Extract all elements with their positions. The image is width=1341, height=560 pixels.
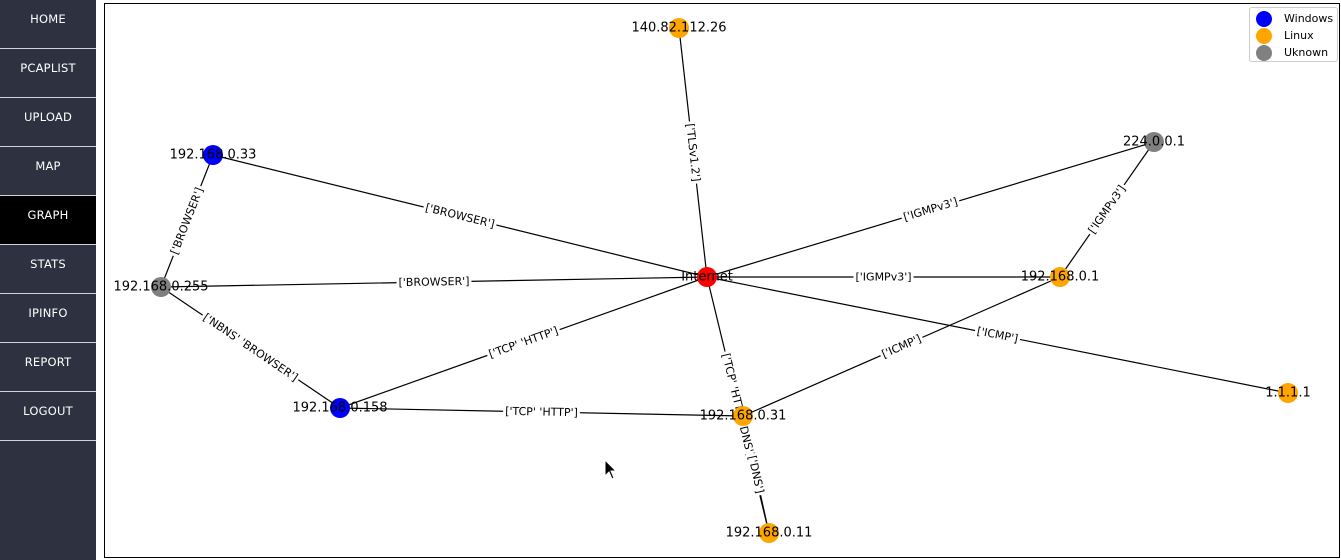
edge-label-background [421, 199, 499, 233]
edge-label-text: ['TCP' 'HTTP'] [487, 324, 560, 361]
nav-item-report[interactable]: REPORT [0, 343, 96, 392]
graph-node [759, 523, 779, 543]
nav-item-pcaplist[interactable]: PCAPLIST [0, 49, 96, 98]
edge-label-text: ['BROWSER'] [398, 275, 469, 289]
legend-marker-icon [1256, 11, 1272, 27]
edge-label: ['DNS'] [744, 452, 768, 497]
edge-label-background [717, 349, 759, 461]
nav-item-logout[interactable]: LOGOUT [0, 392, 96, 441]
nav-item-ipinfo[interactable]: IPINFO [0, 294, 96, 343]
node-label: 224.0.0.1 [1123, 135, 1185, 150]
edge-label-text: ['IGMPv3'] [855, 271, 911, 284]
edge-label-text: ['IGMPv3'] [1086, 183, 1129, 236]
graph-node [1144, 132, 1164, 152]
network-graph: ['TLSv1.2'] ['BROWSER'] ['BROWSER'] ['BROWS… [113, 18, 1311, 543]
graph-node [1050, 267, 1070, 287]
legend-marker-icon [1256, 45, 1272, 61]
graph-node [1278, 383, 1298, 403]
node-label: 192.168.0.33 [170, 148, 257, 163]
edge-label-text: ['TCP' 'HTTP'] [505, 405, 578, 419]
graph-node [669, 18, 689, 38]
edge-label-background [899, 193, 962, 226]
edge-label-background [973, 323, 1022, 347]
nav-item-graph[interactable]: GRAPH [0, 196, 96, 245]
edge-labels-layer: ['TLSv1.2'] ['BROWSER'] ['BROWSER'] ['BROWS… [166, 120, 1131, 497]
edge-label-text: ['BROWSER'] [424, 201, 496, 231]
edge-label: ['ICMP'] [973, 323, 1022, 347]
sidebar-nav: HOME PCAPLIST UPLOAD MAP GRAPH STATS IPINFO REP… [0, 0, 96, 560]
nav-item-home[interactable]: HOME [0, 0, 96, 49]
edge-label: ['IGMPv3'] [1083, 180, 1131, 239]
graph-legend: Windows Linux Uknown [1249, 7, 1338, 62]
nav-item-stats[interactable]: STATS [0, 245, 96, 294]
node-labels-layer: Internet 140.82.112.26 192.168.0.33 224.0.0… [113, 21, 1310, 541]
edge-label: ['BROWSER'] [166, 183, 208, 259]
edge-label-background [744, 452, 768, 497]
graph-node [733, 406, 753, 426]
mouse-cursor-icon [604, 459, 618, 480]
nav-item-upload[interactable]: UPLOAD [0, 98, 96, 147]
edge-label: ['ICMP'] [877, 330, 926, 363]
edge-label-background [1083, 180, 1131, 239]
edge-label-background [396, 273, 472, 291]
edge-label: ['BROWSER'] [396, 273, 472, 291]
edge-label-background [682, 120, 704, 185]
node-label: 1.1.1.1 [1265, 386, 1310, 401]
node-label: 192.168.0.1 [1021, 270, 1100, 285]
legend-label: Uknown [1284, 46, 1329, 59]
edge-label: ['NBNS' 'BROWSER'] [198, 308, 303, 387]
edge-label-text: ['TCP' 'HTTP' 'DNS'] [719, 352, 757, 458]
legend-label: Windows [1284, 12, 1334, 25]
edge-label-background [502, 403, 581, 421]
edge-label: ['TCP' 'HTTP'] [484, 322, 563, 363]
edge-label-text: ['IGMPv3'] [902, 195, 959, 224]
edge-label: ['TLSv1.2'] [682, 120, 704, 185]
edge-label-text: ['NBNS' 'BROWSER'] [201, 311, 301, 384]
legend-marker-icon [1256, 28, 1272, 44]
edge-label-text: ['ICMP'] [880, 332, 923, 361]
node-label: 192.168.0.11 [726, 526, 813, 541]
edge-label-background [198, 308, 303, 387]
edge-label-text: ['BROWSER'] [168, 186, 206, 257]
edge-label: ['IGMPv3'] [853, 269, 914, 285]
graph-node [203, 145, 223, 165]
edge-label-background [484, 322, 563, 363]
edge-label: ['TCP' 'HTTP' 'DNS'] [717, 349, 759, 461]
nav-item-map[interactable]: MAP [0, 147, 96, 196]
edge-label: ['IGMPv3'] [899, 193, 962, 226]
graph-node [697, 267, 717, 287]
edge-label-background [877, 330, 926, 363]
edge-label: ['BROWSER'] [421, 199, 499, 233]
legend-label: Linux [1284, 29, 1314, 42]
graph-node [330, 398, 350, 418]
edge-label-text: ['TLSv1.2'] [683, 123, 702, 183]
node-label: Internet [681, 270, 733, 285]
graph-node [151, 277, 171, 297]
edge-label-background [853, 269, 914, 285]
nodes-layer [151, 18, 1298, 543]
node-label: 140.82.112.26 [631, 21, 726, 36]
node-label: 192.168.0.255 [113, 280, 208, 295]
edge-label: ['TCP' 'HTTP'] [502, 403, 581, 421]
node-label: 192.168.0.31 [700, 409, 787, 424]
edge-label-background [166, 183, 208, 259]
graph-plot-area: ['TLSv1.2'] ['BROWSER'] ['BROWSER'] ['BROWS… [104, 3, 1340, 558]
node-label: 192.168.0.158 [292, 401, 387, 416]
